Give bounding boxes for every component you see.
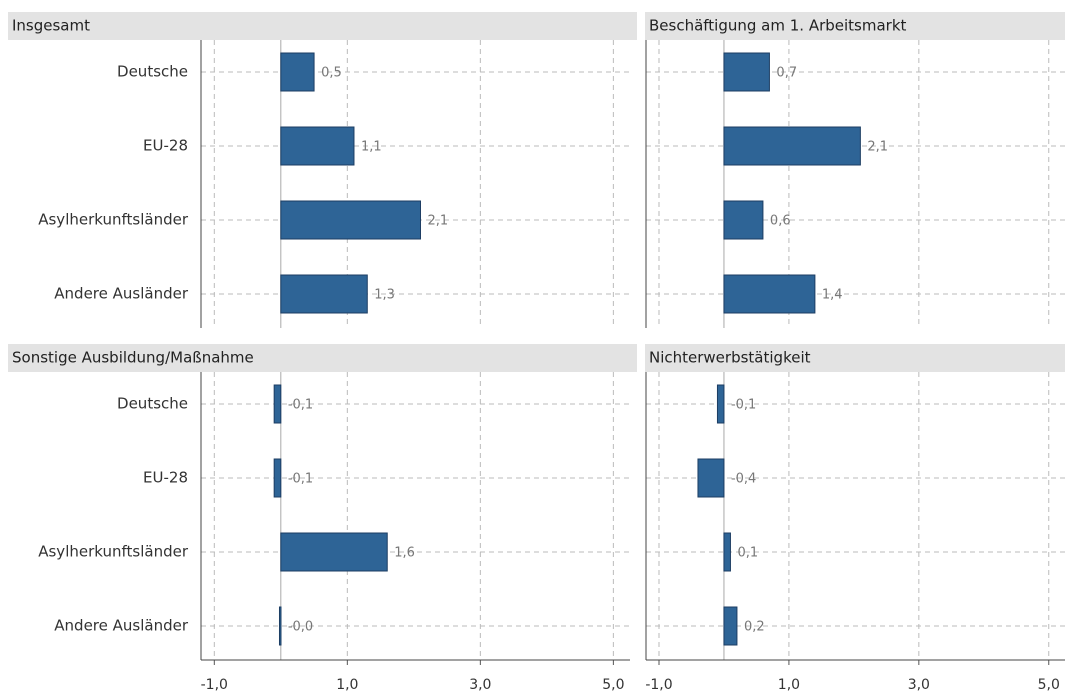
value-label: 1,3: [374, 288, 395, 303]
value-label: 1,6: [394, 546, 415, 561]
bar: [278, 606, 282, 646]
x-tick-label: 3,0: [469, 677, 491, 693]
bar: [723, 606, 738, 646]
category-label: EU-28: [143, 469, 188, 487]
x-tick-label: 3,0: [908, 677, 930, 693]
value-label: 2,1: [427, 214, 448, 229]
category-label: Asylherkunftsländer: [38, 211, 189, 229]
value-label: -0,1: [731, 398, 756, 413]
bar: [280, 532, 388, 572]
category-label: Asylherkunftsländer: [38, 543, 189, 561]
category-label: EU-28: [143, 137, 188, 155]
value-label: 0,6: [770, 214, 791, 229]
value-label: 1,1: [361, 140, 382, 155]
bar: [273, 458, 282, 498]
panel-title: Beschäftigung am 1. Arbeitsmarkt: [649, 17, 907, 35]
bar: [716, 384, 725, 424]
value-label: 0,2: [744, 620, 765, 635]
value-label: -0,0: [288, 620, 313, 635]
panel-header: [8, 12, 637, 40]
x-tick-label: 1,0: [778, 677, 800, 693]
value-label: 1,4: [822, 288, 843, 303]
value-label: 0,7: [776, 66, 797, 81]
value-label: -0,4: [731, 472, 756, 487]
panel-header: [8, 344, 637, 372]
panel-title: Nichterwerbstätigkeit: [649, 349, 811, 367]
bar: [723, 200, 764, 240]
bar: [723, 532, 731, 572]
panel-title: Sonstige Ausbildung/Maßnahme: [12, 349, 254, 367]
category-label: Andere Ausländer: [54, 617, 189, 635]
bar: [723, 52, 770, 92]
panel-header: [645, 344, 1065, 372]
x-tick-label: -1,0: [201, 677, 228, 693]
bar: [280, 274, 368, 314]
value-label: 0,5: [321, 66, 342, 81]
bar: [280, 200, 421, 240]
category-label: Deutsche: [117, 63, 188, 81]
bar: [723, 126, 861, 166]
value-label: -0,1: [288, 472, 313, 487]
x-tick-label: 5,0: [1038, 677, 1060, 693]
category-label: Andere Ausländer: [54, 285, 189, 303]
value-label: -0,1: [288, 398, 313, 413]
bar: [723, 274, 816, 314]
bar: [280, 126, 355, 166]
value-label: 0,1: [737, 546, 758, 561]
panel-title: Insgesamt: [12, 17, 90, 35]
bar: [273, 384, 282, 424]
bar: [697, 458, 725, 498]
x-tick-label: 5,0: [602, 677, 624, 693]
value-label: 2,1: [867, 140, 888, 155]
panel-header: [645, 12, 1065, 40]
category-label: Deutsche: [117, 395, 188, 413]
x-tick-label: -1,0: [645, 677, 672, 693]
x-tick-label: 1,0: [336, 677, 358, 693]
bar: [280, 52, 315, 92]
